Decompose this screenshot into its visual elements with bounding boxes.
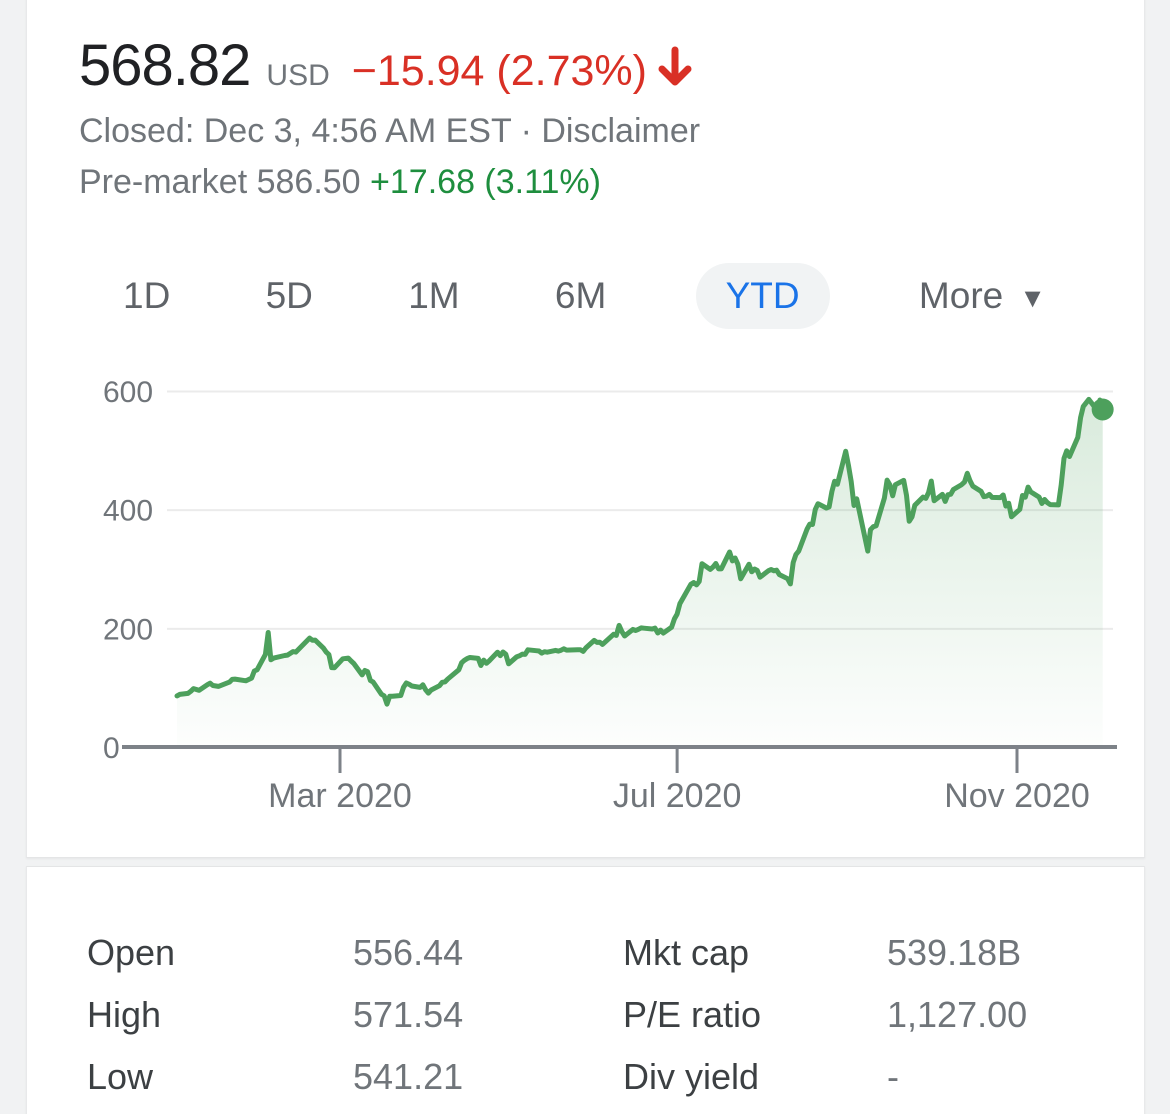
market-status-line: Closed: Dec 3, 4:56 AM EST · Disclaimer: [79, 112, 700, 151]
arrow-down-icon: [657, 45, 693, 94]
time-range-tabs: 1D 5D 1M 6M YTD More ▼: [117, 262, 1052, 330]
y-axis-label-600: 600: [103, 376, 153, 409]
stat-label-pe-ratio: P/E ratio: [623, 994, 762, 1035]
x-axis-label-2: Nov 2020: [944, 777, 1090, 815]
stat-value-low: 541.21: [353, 1056, 464, 1097]
x-axis-label-1: Jul 2020: [613, 777, 742, 815]
current-price: 568.82: [79, 33, 251, 98]
x-axis-label-0: Mar 2020: [268, 777, 412, 815]
price-change: −15.94 (2.73%): [351, 47, 647, 95]
stat-value-divyield: -: [887, 1056, 899, 1097]
stat-label-high: High: [87, 994, 162, 1035]
chart-area-fill: [177, 399, 1103, 747]
stat-value-high: 571.54: [353, 994, 464, 1035]
chart-line: [174, 396, 1106, 707]
stat-label-mktcap: Mkt cap: [623, 932, 750, 973]
key-stats-card: Open 556.44 Mkt cap 539.18B High 571.54 …: [26, 866, 1145, 1114]
tab-more[interactable]: More ▼: [913, 263, 1052, 329]
chevron-down-icon: ▼: [1019, 282, 1046, 313]
stat-label-divyield: Div yield: [623, 1056, 760, 1097]
y-axis-label-400: 400: [103, 495, 153, 528]
stat-label-open: Open: [87, 932, 176, 973]
stat-label-low: Low: [87, 1056, 154, 1097]
stat-value-pe-ratio: 1,127.00: [887, 994, 1028, 1035]
stats-table: Open 556.44 Mkt cap 539.18B High 571.54 …: [87, 922, 1104, 1108]
currency-label: USD: [266, 59, 330, 92]
price-header: 568.82 USD −15.94 (2.73%): [79, 32, 693, 99]
tab-5d[interactable]: 5D: [265, 275, 313, 316]
price-chart-svg: 600 400 200 0 Mar 2020 Jul 2020 Nov 2020: [103, 376, 1117, 815]
tab-1m[interactable]: 1M: [408, 275, 460, 316]
y-axis-label-0: 0: [103, 732, 120, 765]
stat-value-open: 556.44: [353, 932, 464, 973]
tab-1d[interactable]: 1D: [123, 275, 171, 316]
premarket-price-text: Pre-market 586.50: [79, 163, 361, 201]
stock-quote-card: 568.82 USD −15.94 (2.73%) Closed: Dec 3,…: [26, 0, 1145, 858]
latest-price-dot: [1091, 398, 1114, 421]
stat-value-mktcap: 539.18B: [887, 932, 1022, 973]
tab-ytd[interactable]: YTD: [695, 263, 830, 329]
closed-status-text: Closed: Dec 3, 4:56 AM EST ·: [79, 112, 532, 150]
more-label: More: [918, 275, 1004, 316]
price-chart[interactable]: 600 400 200 0 Mar 2020 Jul 2020 Nov 2020: [27, 366, 1170, 816]
premarket-change-text: +17.68 (3.11%): [370, 163, 601, 201]
disclaimer-link[interactable]: Disclaimer: [541, 112, 701, 150]
premarket-line: Pre-market 586.50 +17.68 (3.11%): [79, 163, 601, 202]
tab-6m[interactable]: 6M: [554, 275, 607, 316]
y-axis-label-200: 200: [103, 613, 153, 646]
